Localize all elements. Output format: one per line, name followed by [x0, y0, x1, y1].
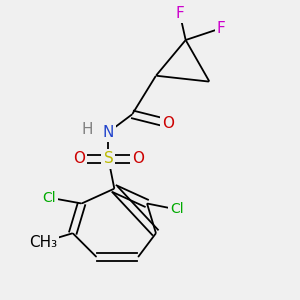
Text: Cl: Cl: [170, 202, 184, 216]
Text: O: O: [162, 116, 174, 131]
Text: O: O: [132, 152, 144, 166]
Text: H: H: [82, 122, 93, 137]
Text: Cl: Cl: [42, 190, 56, 205]
Text: F: F: [175, 6, 184, 21]
Text: S: S: [103, 152, 113, 166]
Text: N: N: [103, 125, 114, 140]
Text: N: N: [103, 125, 114, 140]
Text: O: O: [73, 152, 85, 166]
Text: CH₃: CH₃: [29, 235, 57, 250]
Text: F: F: [217, 21, 226, 36]
